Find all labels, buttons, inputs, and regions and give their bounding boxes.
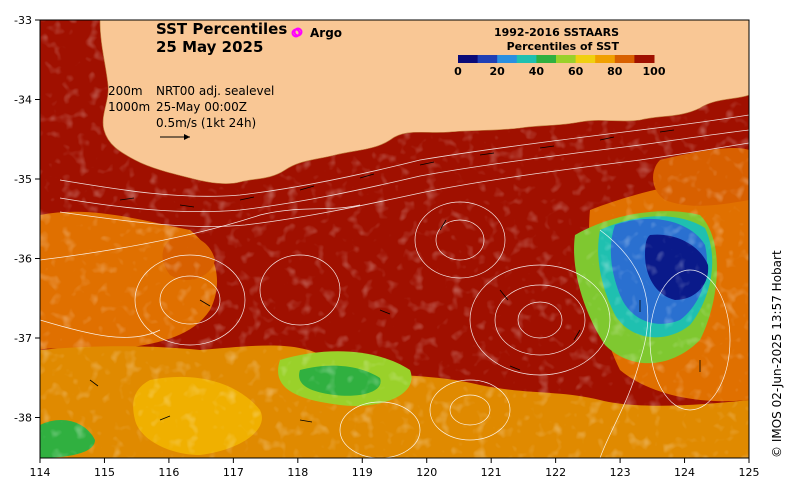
percentile-colorbar: 1992-2016 SSTAARS Percentiles of SST 0 20… (454, 26, 666, 78)
latitude-axis: -33 -34 -35 -36 -37 -38 (14, 14, 40, 425)
colorbar-swatches (458, 55, 655, 63)
imos-credit: © IMOS 02-Jun-2025 13:57 Hobart (770, 250, 784, 458)
colorbar-tick-label: 60 (568, 65, 584, 78)
x-tick-label: 122 (545, 466, 566, 479)
map-title-line1: SST Percentiles (156, 20, 287, 38)
colorbar-swatch (614, 55, 635, 63)
velocity-scale-arrow (160, 134, 190, 140)
x-tick-label: 121 (481, 466, 502, 479)
colorbar-swatch (497, 55, 518, 63)
map-frame (39, 19, 750, 459)
map-title-line2: 25 May 2025 (156, 38, 263, 56)
sealevel-product-label: NRT00 adj. sealevel (156, 84, 274, 98)
contour-depth-label-2: 1000m (108, 100, 150, 114)
x-tick-label: 123 (610, 466, 631, 479)
y-tick-label: -37 (14, 332, 32, 345)
colorbar-tick-label: 0 (454, 65, 462, 78)
x-tick-label: 114 (30, 466, 51, 479)
colorbar-title-line2: Percentiles of SST (507, 40, 620, 53)
argo-legend-label: Argo (310, 26, 342, 40)
x-tick-label: 115 (94, 466, 115, 479)
colorbar-tick-label: 100 (643, 65, 666, 78)
y-tick-label: -36 (14, 253, 32, 266)
colorbar-title-line1: 1992-2016 SSTAARS (494, 26, 619, 39)
colorbar-tick-labels: 0 20 40 60 80 100 (454, 65, 666, 78)
map-plot-area (40, 20, 749, 458)
sealevel-time-label: 25-May 00:00Z (156, 100, 247, 114)
colorbar-tick-label: 40 (529, 65, 545, 78)
colorbar-swatch (595, 55, 616, 63)
x-tick-label: 117 (223, 466, 244, 479)
x-tick-label: 119 (352, 466, 373, 479)
x-tick-label: 125 (739, 466, 760, 479)
current-vectors (89, 129, 701, 423)
x-tick-label: 124 (674, 466, 695, 479)
y-tick-label: -38 (14, 412, 32, 425)
colorbar-swatch (536, 55, 557, 63)
argo-legend-icon (293, 27, 303, 37)
longitude-axis: 114 115 116 117 118 119 120 121 122 123 124 125 (30, 458, 760, 479)
colorbar-swatch (634, 55, 655, 63)
x-tick-label: 116 (158, 466, 179, 479)
colorbar-swatch (575, 55, 596, 63)
colorbar-swatch (458, 55, 479, 63)
bathymetry-contours (59, 114, 749, 227)
x-tick-label: 120 (416, 466, 437, 479)
y-tick-label: -33 (14, 14, 32, 27)
colorbar-tick-label: 80 (607, 65, 623, 78)
colorbar-tick-label: 20 (490, 65, 506, 78)
contour-depth-label-1: 200m (108, 84, 143, 98)
velocity-scale-label: 0.5m/s (1kt 24h) (156, 116, 256, 130)
y-tick-label: -35 (14, 173, 32, 186)
sealevel-contours (40, 201, 731, 458)
y-tick-label: -34 (14, 94, 32, 107)
colorbar-swatch (556, 55, 577, 63)
x-tick-label: 118 (287, 466, 308, 479)
colorbar-swatch (516, 55, 537, 63)
colorbar-swatch (477, 55, 498, 63)
